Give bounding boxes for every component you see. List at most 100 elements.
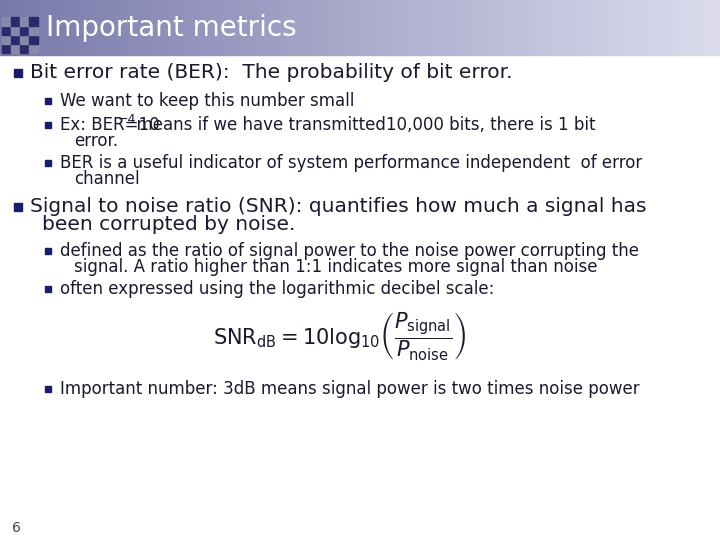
Bar: [497, 0, 500, 55]
Bar: [605, 0, 608, 55]
Bar: [137, 0, 140, 55]
Bar: [598, 0, 601, 55]
Bar: [317, 0, 320, 55]
Bar: [158, 0, 162, 55]
Bar: [385, 0, 389, 55]
Bar: [673, 0, 677, 55]
Bar: [155, 0, 158, 55]
Bar: [666, 0, 670, 55]
Bar: [634, 0, 637, 55]
Bar: [29, 35, 38, 44]
Bar: [68, 0, 72, 55]
Bar: [547, 0, 551, 55]
Bar: [446, 0, 450, 55]
Bar: [20, 26, 29, 35]
Bar: [29, 44, 38, 53]
Bar: [389, 0, 392, 55]
Bar: [144, 0, 148, 55]
Bar: [299, 0, 302, 55]
Bar: [76, 0, 79, 55]
Bar: [486, 0, 490, 55]
Bar: [284, 0, 288, 55]
Bar: [176, 0, 180, 55]
Bar: [536, 0, 540, 55]
Bar: [472, 0, 475, 55]
Bar: [338, 0, 342, 55]
Bar: [533, 0, 536, 55]
Bar: [32, 0, 36, 55]
Bar: [122, 0, 126, 55]
Bar: [281, 0, 284, 55]
Bar: [90, 0, 94, 55]
Bar: [295, 0, 299, 55]
Bar: [198, 0, 202, 55]
Bar: [22, 0, 25, 55]
Bar: [104, 0, 108, 55]
Bar: [457, 0, 461, 55]
Bar: [101, 0, 104, 55]
Bar: [644, 0, 648, 55]
Bar: [115, 0, 119, 55]
Bar: [94, 0, 97, 55]
Bar: [29, 26, 38, 35]
Bar: [342, 0, 346, 55]
Bar: [2, 44, 11, 53]
Bar: [475, 0, 479, 55]
Bar: [695, 0, 698, 55]
Bar: [709, 0, 713, 55]
Bar: [277, 0, 281, 55]
Bar: [11, 44, 20, 53]
Bar: [688, 0, 691, 55]
Bar: [252, 0, 256, 55]
Bar: [400, 0, 403, 55]
Text: Important number: 3dB means signal power is two times noise power: Important number: 3dB means signal power…: [60, 380, 639, 398]
Bar: [11, 17, 20, 26]
Bar: [83, 0, 86, 55]
Bar: [454, 0, 457, 55]
Bar: [0, 0, 4, 55]
Bar: [169, 0, 173, 55]
Bar: [151, 0, 155, 55]
Bar: [526, 0, 529, 55]
Bar: [652, 0, 655, 55]
Bar: [364, 0, 367, 55]
Bar: [45, 98, 51, 104]
Bar: [212, 0, 216, 55]
Bar: [425, 0, 428, 55]
Bar: [450, 0, 454, 55]
Bar: [468, 0, 472, 55]
Bar: [112, 0, 115, 55]
Bar: [464, 0, 468, 55]
Bar: [45, 386, 51, 392]
Bar: [20, 35, 29, 44]
Bar: [11, 26, 20, 35]
Text: means if we have transmitted10,000 bits, there is 1 bit: means if we have transmitted10,000 bits,…: [126, 116, 595, 134]
Bar: [86, 0, 90, 55]
Bar: [403, 0, 407, 55]
Bar: [382, 0, 385, 55]
Bar: [162, 0, 166, 55]
Bar: [590, 0, 594, 55]
Bar: [36, 0, 40, 55]
Bar: [241, 0, 245, 55]
Bar: [670, 0, 673, 55]
Bar: [11, 35, 20, 44]
Bar: [184, 0, 187, 55]
Bar: [558, 0, 562, 55]
Bar: [14, 0, 18, 55]
Bar: [191, 0, 194, 55]
Bar: [29, 0, 32, 55]
Bar: [565, 0, 569, 55]
Bar: [45, 122, 51, 128]
Bar: [45, 286, 51, 292]
Bar: [677, 0, 680, 55]
Bar: [335, 0, 338, 55]
Bar: [698, 0, 702, 55]
Bar: [234, 0, 238, 55]
Bar: [587, 0, 590, 55]
Bar: [270, 0, 274, 55]
Bar: [421, 0, 425, 55]
Bar: [371, 0, 374, 55]
Bar: [7, 0, 11, 55]
Bar: [133, 0, 137, 55]
